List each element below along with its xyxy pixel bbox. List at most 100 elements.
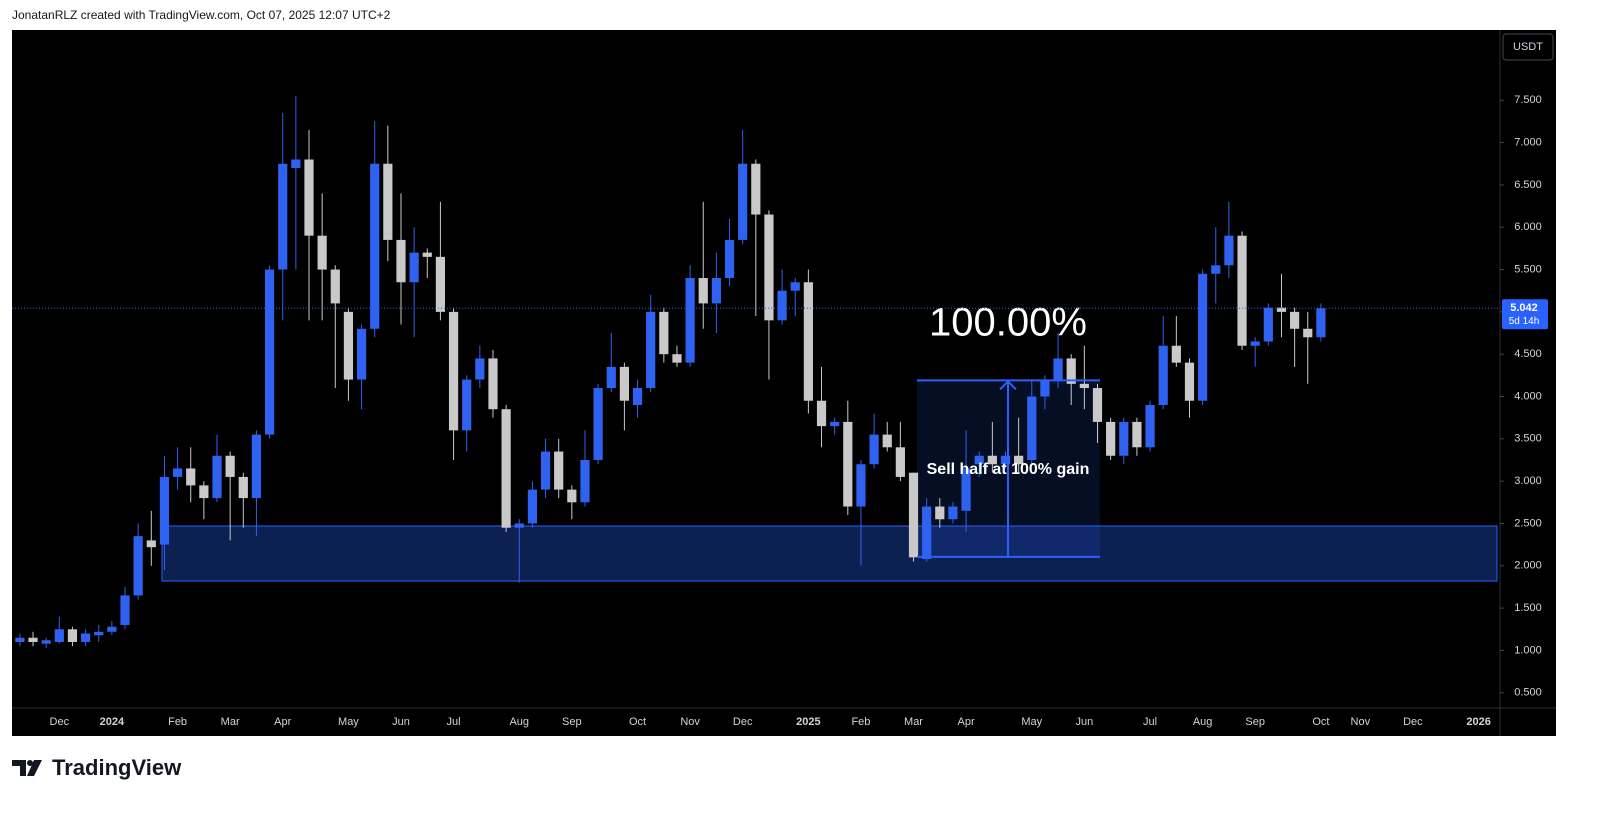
- y-tick-label: 7.500: [1514, 94, 1542, 106]
- x-tick-label: 2026: [1466, 716, 1490, 728]
- candle-body: [488, 358, 498, 410]
- candle-body: [803, 282, 813, 401]
- candle-body: [1171, 345, 1181, 363]
- countdown-label: 5d 14h: [1509, 316, 1540, 327]
- y-tick-label: 3.000: [1514, 475, 1542, 487]
- candle-body: [1040, 379, 1050, 397]
- x-tick-label: Dec: [50, 716, 70, 728]
- candle-body: [94, 631, 104, 636]
- x-tick-label: Feb: [168, 716, 187, 728]
- last-price-label: 5.042: [1510, 302, 1538, 314]
- candle-body: [1092, 388, 1103, 422]
- candle-body: [1290, 311, 1300, 329]
- candle-body: [540, 451, 551, 490]
- candle-body: [685, 278, 695, 363]
- y-tick-label: 4.000: [1514, 390, 1542, 402]
- x-tick-label: Apr: [274, 716, 291, 728]
- candle-body: [1066, 358, 1076, 384]
- candle-body: [238, 476, 248, 499]
- candle-body: [199, 485, 209, 499]
- x-tick-label: Oct: [629, 716, 646, 728]
- logo-icon: [27, 760, 33, 766]
- candle-body: [1198, 273, 1208, 401]
- candle-body: [751, 163, 761, 215]
- candle-body: [672, 354, 682, 363]
- x-tick-label: Jun: [392, 716, 410, 728]
- candle-body: [1211, 265, 1221, 274]
- candle-body: [133, 536, 143, 596]
- candle-body: [935, 506, 945, 520]
- candle-body: [1106, 421, 1116, 456]
- candle-body: [580, 459, 590, 503]
- candle-body: [974, 455, 984, 465]
- candle-body: [501, 409, 511, 528]
- support-zone: [161, 525, 1498, 582]
- candle-body: [1184, 362, 1195, 401]
- header: JonatanRLZ created with TradingView.com,…: [12, 8, 391, 22]
- x-tick-label: May: [338, 716, 359, 728]
- candle-body: [80, 633, 91, 642]
- currency-label: USDT: [1513, 41, 1543, 53]
- candle-body: [790, 282, 800, 291]
- y-tick-label: 4.500: [1514, 348, 1542, 360]
- y-tick-label: 7.000: [1514, 136, 1542, 148]
- y-tick-label: 6.500: [1514, 179, 1542, 191]
- brand-name: TradingView: [52, 755, 182, 780]
- candle-body: [922, 506, 932, 560]
- candle-body: [251, 434, 262, 499]
- y-tick-label: 1.000: [1514, 644, 1542, 656]
- x-tick-label: May: [1021, 716, 1042, 728]
- candle-body: [343, 311, 354, 380]
- y-tick-label: 2.000: [1514, 560, 1542, 572]
- x-tick-label: Jul: [1143, 716, 1157, 728]
- annotation: Sell half at 100% gain: [927, 461, 1090, 478]
- x-tick-label: Apr: [958, 716, 975, 728]
- chart-background: [12, 30, 1556, 736]
- candle-body: [107, 626, 117, 632]
- candle-body: [856, 464, 866, 507]
- candle-body: [843, 421, 853, 507]
- x-tick-label: 2024: [100, 716, 125, 728]
- candle-body: [987, 455, 997, 465]
- x-tick-label: Mar: [221, 716, 240, 728]
- candle-body: [816, 400, 827, 427]
- candle-body: [869, 434, 879, 465]
- candle-body: [1079, 383, 1089, 389]
- brand-logo: TradingView: [12, 755, 182, 780]
- plot: 0.500 1.000 1.500 2.000 2.500 3.000 3.500 4.000…: [12, 94, 1542, 728]
- candle-body: [1250, 341, 1260, 346]
- candle-body: [330, 269, 340, 304]
- candle-body: [212, 455, 222, 499]
- candle-body: [1263, 307, 1273, 342]
- candle-body: [264, 269, 275, 435]
- candle-body: [54, 629, 64, 642]
- x-tick-label: Sep: [562, 716, 582, 728]
- candle-body: [146, 540, 156, 548]
- candle-body: [41, 640, 51, 644]
- candle-body: [1224, 235, 1234, 266]
- candle-body: [1132, 421, 1142, 448]
- y-tick-label: 3.500: [1514, 433, 1542, 445]
- y-tick-label: 0.500: [1514, 687, 1542, 699]
- candle-body: [422, 252, 432, 257]
- candle-body: [554, 451, 564, 490]
- candle-body: [948, 506, 958, 520]
- candle-body: [186, 468, 196, 486]
- candle-body: [396, 239, 406, 283]
- candle-body: [646, 311, 656, 389]
- candle-body: [738, 163, 748, 240]
- y-tick-label: 6.000: [1514, 221, 1542, 233]
- candle-body: [830, 421, 840, 427]
- currency-box[interactable]: [1502, 33, 1554, 61]
- candle-body: [527, 489, 538, 524]
- x-tick-label: Mar: [904, 716, 923, 728]
- x-tick-label: Oct: [1312, 716, 1329, 728]
- candle-body: [370, 163, 380, 329]
- candle-body: [291, 159, 301, 168]
- candle-body: [317, 235, 327, 270]
- x-tick-label: Nov: [1351, 716, 1371, 728]
- candle-body: [1145, 404, 1155, 448]
- candle-body: [383, 163, 393, 240]
- x-tick-label: Dec: [733, 716, 753, 728]
- candle-body: [1014, 455, 1024, 465]
